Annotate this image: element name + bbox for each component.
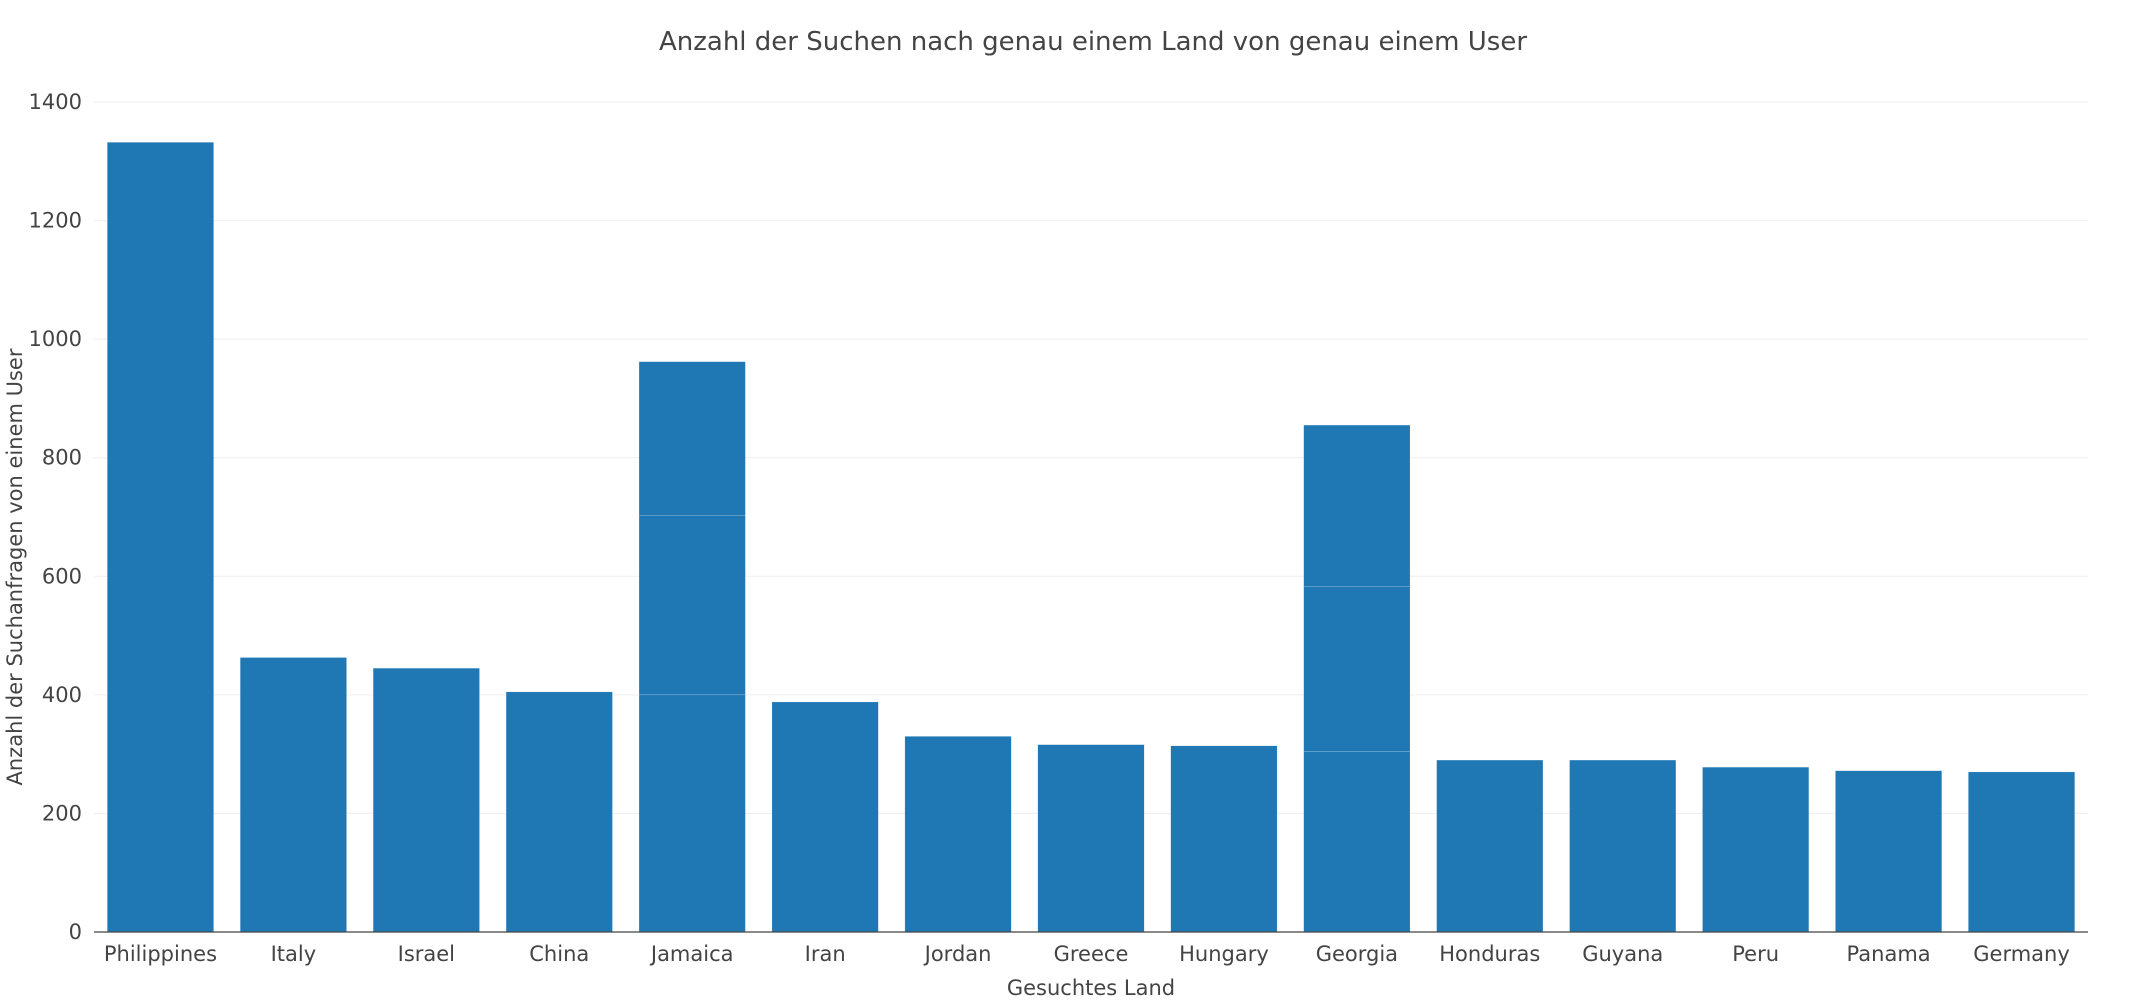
x-tick-label: China	[529, 942, 589, 966]
bar-guyana[interactable]	[1569, 759, 1677, 933]
bar-philippines[interactable]	[107, 142, 214, 933]
y-tick-label: 1000	[29, 327, 82, 351]
y-axis-title: Anzahl der Suchanfragen von einem User	[3, 348, 27, 785]
bars	[107, 142, 2075, 933]
bar-georgia-segment-2[interactable]	[1303, 586, 1411, 752]
bar-hungary[interactable]	[1170, 745, 1278, 933]
bar-peru[interactable]	[1702, 767, 1810, 933]
bar-georgia-segment-1[interactable]	[1303, 751, 1411, 933]
chart-title: Anzahl der Suchen nach genau einem Land …	[659, 27, 1527, 57]
y-tick-label: 200	[42, 801, 82, 825]
x-tick-label: Panama	[1847, 942, 1931, 966]
y-tick-label: 1400	[29, 90, 82, 114]
bar-iran[interactable]	[771, 701, 879, 933]
x-tick-label: Peru	[1732, 942, 1779, 966]
x-tick-label: Italy	[271, 942, 317, 966]
y-tick-label: 800	[42, 446, 82, 470]
x-tick-label: Hungary	[1179, 942, 1269, 966]
x-tick-label: Guyana	[1582, 942, 1663, 966]
bar-china[interactable]	[505, 691, 613, 933]
y-tick-label: 400	[42, 683, 82, 707]
x-tick-label: Iran	[805, 942, 846, 966]
bar-panama[interactable]	[1835, 770, 1942, 933]
bar-germany[interactable]	[1968, 771, 2075, 933]
x-tick-label: Greece	[1054, 942, 1129, 966]
bar-jordan[interactable]	[904, 736, 1012, 933]
bar-jamaica-segment-1[interactable]	[638, 694, 746, 933]
x-tick-label: Georgia	[1316, 942, 1398, 966]
x-tick-label: Jamaica	[649, 942, 734, 966]
y-tick-label: 0	[69, 920, 82, 944]
y-tick-label: 1200	[29, 209, 82, 233]
x-axis-title: Gesuchtes Land	[1007, 976, 1175, 999]
bar-italy[interactable]	[240, 657, 347, 933]
bar-jamaica-segment-3[interactable]	[638, 361, 746, 516]
x-tick-label: Israel	[398, 942, 455, 966]
bar-israel[interactable]	[372, 668, 480, 933]
bar-honduras[interactable]	[1436, 759, 1544, 933]
bar-georgia-segment-3[interactable]	[1303, 424, 1411, 587]
x-tick-label: Jordan	[923, 942, 992, 966]
x-tick-label: Germany	[1973, 942, 2070, 966]
bar-greece[interactable]	[1037, 744, 1145, 933]
x-tick-label: Philippines	[104, 942, 217, 966]
axes: 0 200 400 600 800 1000 1200 1400 Philippines Ital…	[29, 90, 2088, 966]
y-tick-label: 600	[42, 564, 82, 588]
bar-jamaica-segment-2[interactable]	[638, 515, 746, 696]
x-tick-label: Honduras	[1439, 942, 1540, 966]
